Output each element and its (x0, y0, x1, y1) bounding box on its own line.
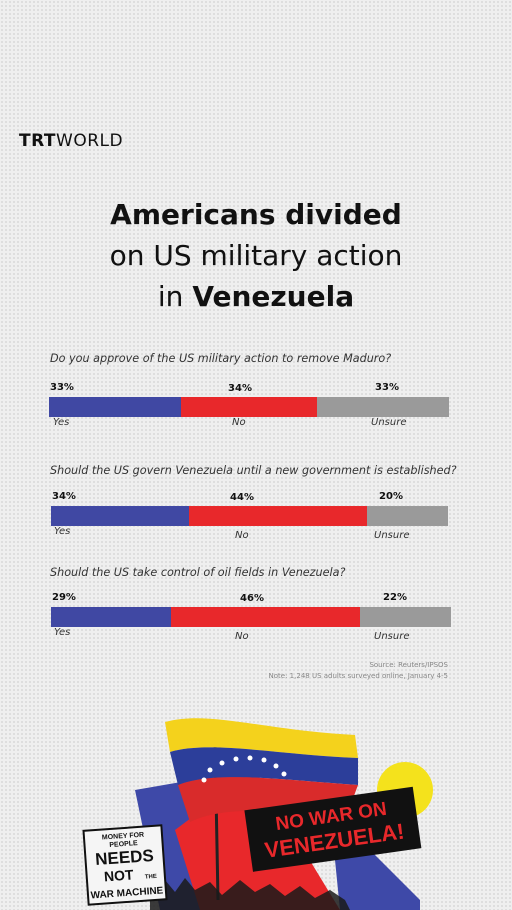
chart-2-value-yes: 34% (52, 491, 76, 502)
chart-3-segment-unsure (360, 607, 451, 627)
chart-2-value-unsure: 20% (379, 491, 403, 502)
page-title: Americans divided on US military action … (0, 194, 512, 317)
chart-2-label-no: No (235, 530, 249, 541)
chart-2-segment-no (188, 506, 367, 526)
chart-3-label-unsure: Unsure (374, 631, 410, 642)
chart-1-question: Do you approve of the US military action… (50, 352, 392, 365)
money-for-people-sign: MONEY FOR PEOPLE NEEDS NOT THE WAR MACHI… (82, 824, 168, 906)
chart-3-label-yes: Yes (54, 627, 71, 638)
chart-2-bar (51, 506, 448, 526)
title-line-1: Americans divided (110, 198, 402, 231)
chart-1-value-unsure: 33% (375, 382, 399, 393)
chart-1-value-yes: 33% (50, 382, 74, 393)
chart-3-value-unsure: 22% (383, 592, 407, 603)
chart-3-label-no: No (235, 631, 249, 642)
title-line-3-bold: Venezuela (192, 280, 355, 313)
title-line-3-prefix: in (157, 280, 193, 313)
chart-1-segment-unsure (317, 397, 449, 417)
chart-3-value-yes: 29% (52, 592, 76, 603)
chart-3-segment-no (170, 607, 361, 627)
left-sign-line4: NOT (103, 866, 134, 884)
title-line-3: in Venezuela (0, 276, 512, 317)
chart-3-segment-yes (51, 607, 171, 627)
logo-trt: TRT (19, 131, 57, 151)
chart-1-value-no: 34% (228, 383, 252, 394)
chart-1-label-no: No (232, 417, 246, 428)
chart-1-label-unsure: Unsure (371, 417, 407, 428)
chart-2-segment-yes (51, 506, 189, 526)
logo-world: WORLD (56, 131, 124, 151)
left-sign-line5: THE (145, 874, 157, 881)
protest-collage-illustration: NO WAR ON VENEZUELA! MONEY FOR PEOPLE NE… (82, 718, 433, 910)
trt-world-logo: TRTWORLD (19, 131, 123, 151)
left-sign-line2: PEOPLE (109, 840, 138, 849)
chart-2-question: Should the US govern Venezuela until a n… (50, 464, 457, 477)
chart-2-segment-unsure (366, 506, 448, 526)
survey-note: Note: 1,248 US adults surveyed online, J… (268, 672, 448, 680)
chart-3-question: Should the US take control of oil fields… (50, 566, 346, 579)
chart-1-bar (49, 397, 449, 417)
left-sign-line6: WAR MACHINE (90, 885, 164, 901)
chart-3-bar (51, 607, 451, 627)
left-sign-line1: MONEY FOR (102, 832, 145, 842)
chart-1-segment-yes (49, 397, 181, 417)
chart-2-value-no: 44% (230, 492, 254, 503)
chart-2-label-yes: Yes (54, 526, 71, 537)
chart-1-segment-no (181, 397, 317, 417)
chart-1-label-yes: Yes (53, 417, 70, 428)
chart-3-value-no: 46% (240, 593, 264, 604)
source-note: Source: Reuters/IPSOS (369, 661, 448, 669)
left-sign-line3: NEEDS (95, 846, 155, 869)
chart-2-label-unsure: Unsure (374, 530, 410, 541)
title-line-2: on US military action (109, 239, 403, 272)
